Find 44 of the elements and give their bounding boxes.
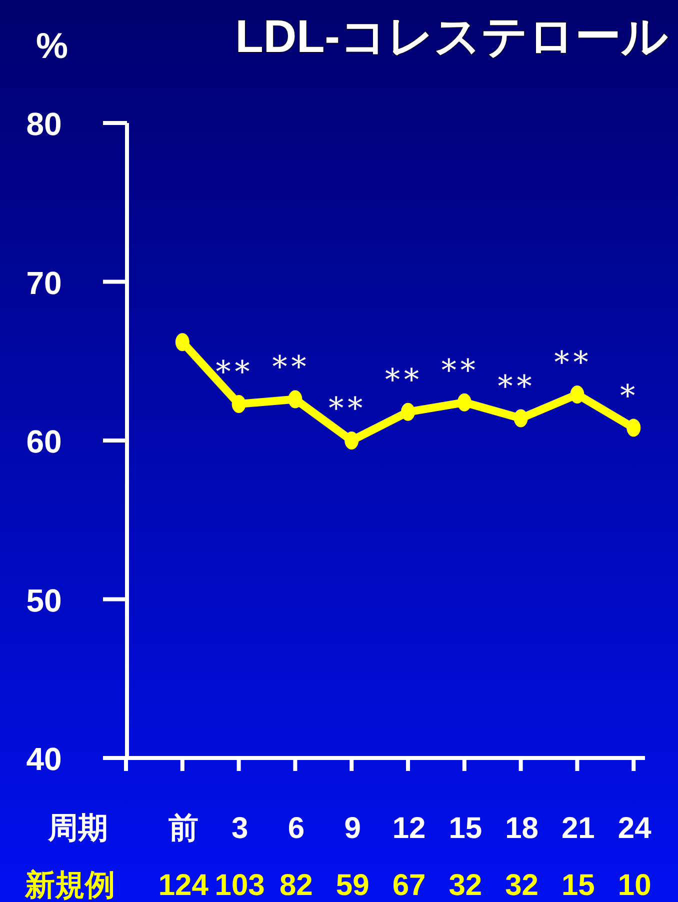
y-axis-title: % bbox=[36, 25, 68, 66]
text: 15 bbox=[562, 869, 595, 902]
annotation: ** bbox=[328, 392, 367, 426]
point bbox=[344, 432, 359, 450]
text: 10 bbox=[618, 869, 652, 902]
annotation: ** bbox=[272, 350, 310, 386]
text: 124 bbox=[158, 869, 209, 902]
point bbox=[457, 393, 472, 412]
text: 32 bbox=[505, 869, 538, 902]
x-tick-label: 6 bbox=[288, 812, 305, 845]
point bbox=[175, 333, 190, 352]
x-tick-label: 24 bbox=[618, 812, 652, 845]
text: 59 bbox=[336, 869, 370, 902]
x-tick-label: 前 bbox=[168, 812, 198, 845]
text: 82 bbox=[280, 869, 313, 902]
x-tick-label: 15 bbox=[448, 812, 482, 845]
y-tick-label: 40 bbox=[26, 741, 62, 777]
chart-title: LDL-コレステロール bbox=[235, 10, 668, 62]
x-tick-label: 3 bbox=[231, 812, 248, 845]
annotation: * bbox=[620, 378, 640, 414]
x-tick-label: 9 bbox=[344, 812, 361, 845]
x-axis-title: 周期 bbox=[47, 812, 108, 845]
text: 新規例 bbox=[24, 868, 115, 902]
y-tick-label: 70 bbox=[26, 264, 62, 301]
point bbox=[401, 402, 415, 421]
point bbox=[514, 409, 528, 428]
y-tick-label: 80 bbox=[26, 106, 62, 142]
text: 103 bbox=[214, 869, 265, 902]
y-tick-label: 50 bbox=[26, 582, 62, 618]
annotation: ** bbox=[216, 354, 254, 390]
text: 32 bbox=[448, 869, 482, 902]
annotation: ** bbox=[441, 353, 480, 388]
annotation: ** bbox=[554, 345, 592, 380]
annotation: ** bbox=[498, 369, 536, 404]
annotation: ** bbox=[385, 362, 423, 398]
point bbox=[570, 385, 584, 404]
text: 67 bbox=[392, 869, 426, 902]
point bbox=[288, 390, 302, 408]
point bbox=[626, 418, 641, 437]
x-tick-label: 12 bbox=[392, 812, 426, 845]
x-tick-label: 18 bbox=[505, 812, 538, 845]
y-tick-label: 60 bbox=[26, 424, 62, 460]
x-tick-label: 21 bbox=[562, 812, 595, 845]
point bbox=[232, 394, 246, 413]
